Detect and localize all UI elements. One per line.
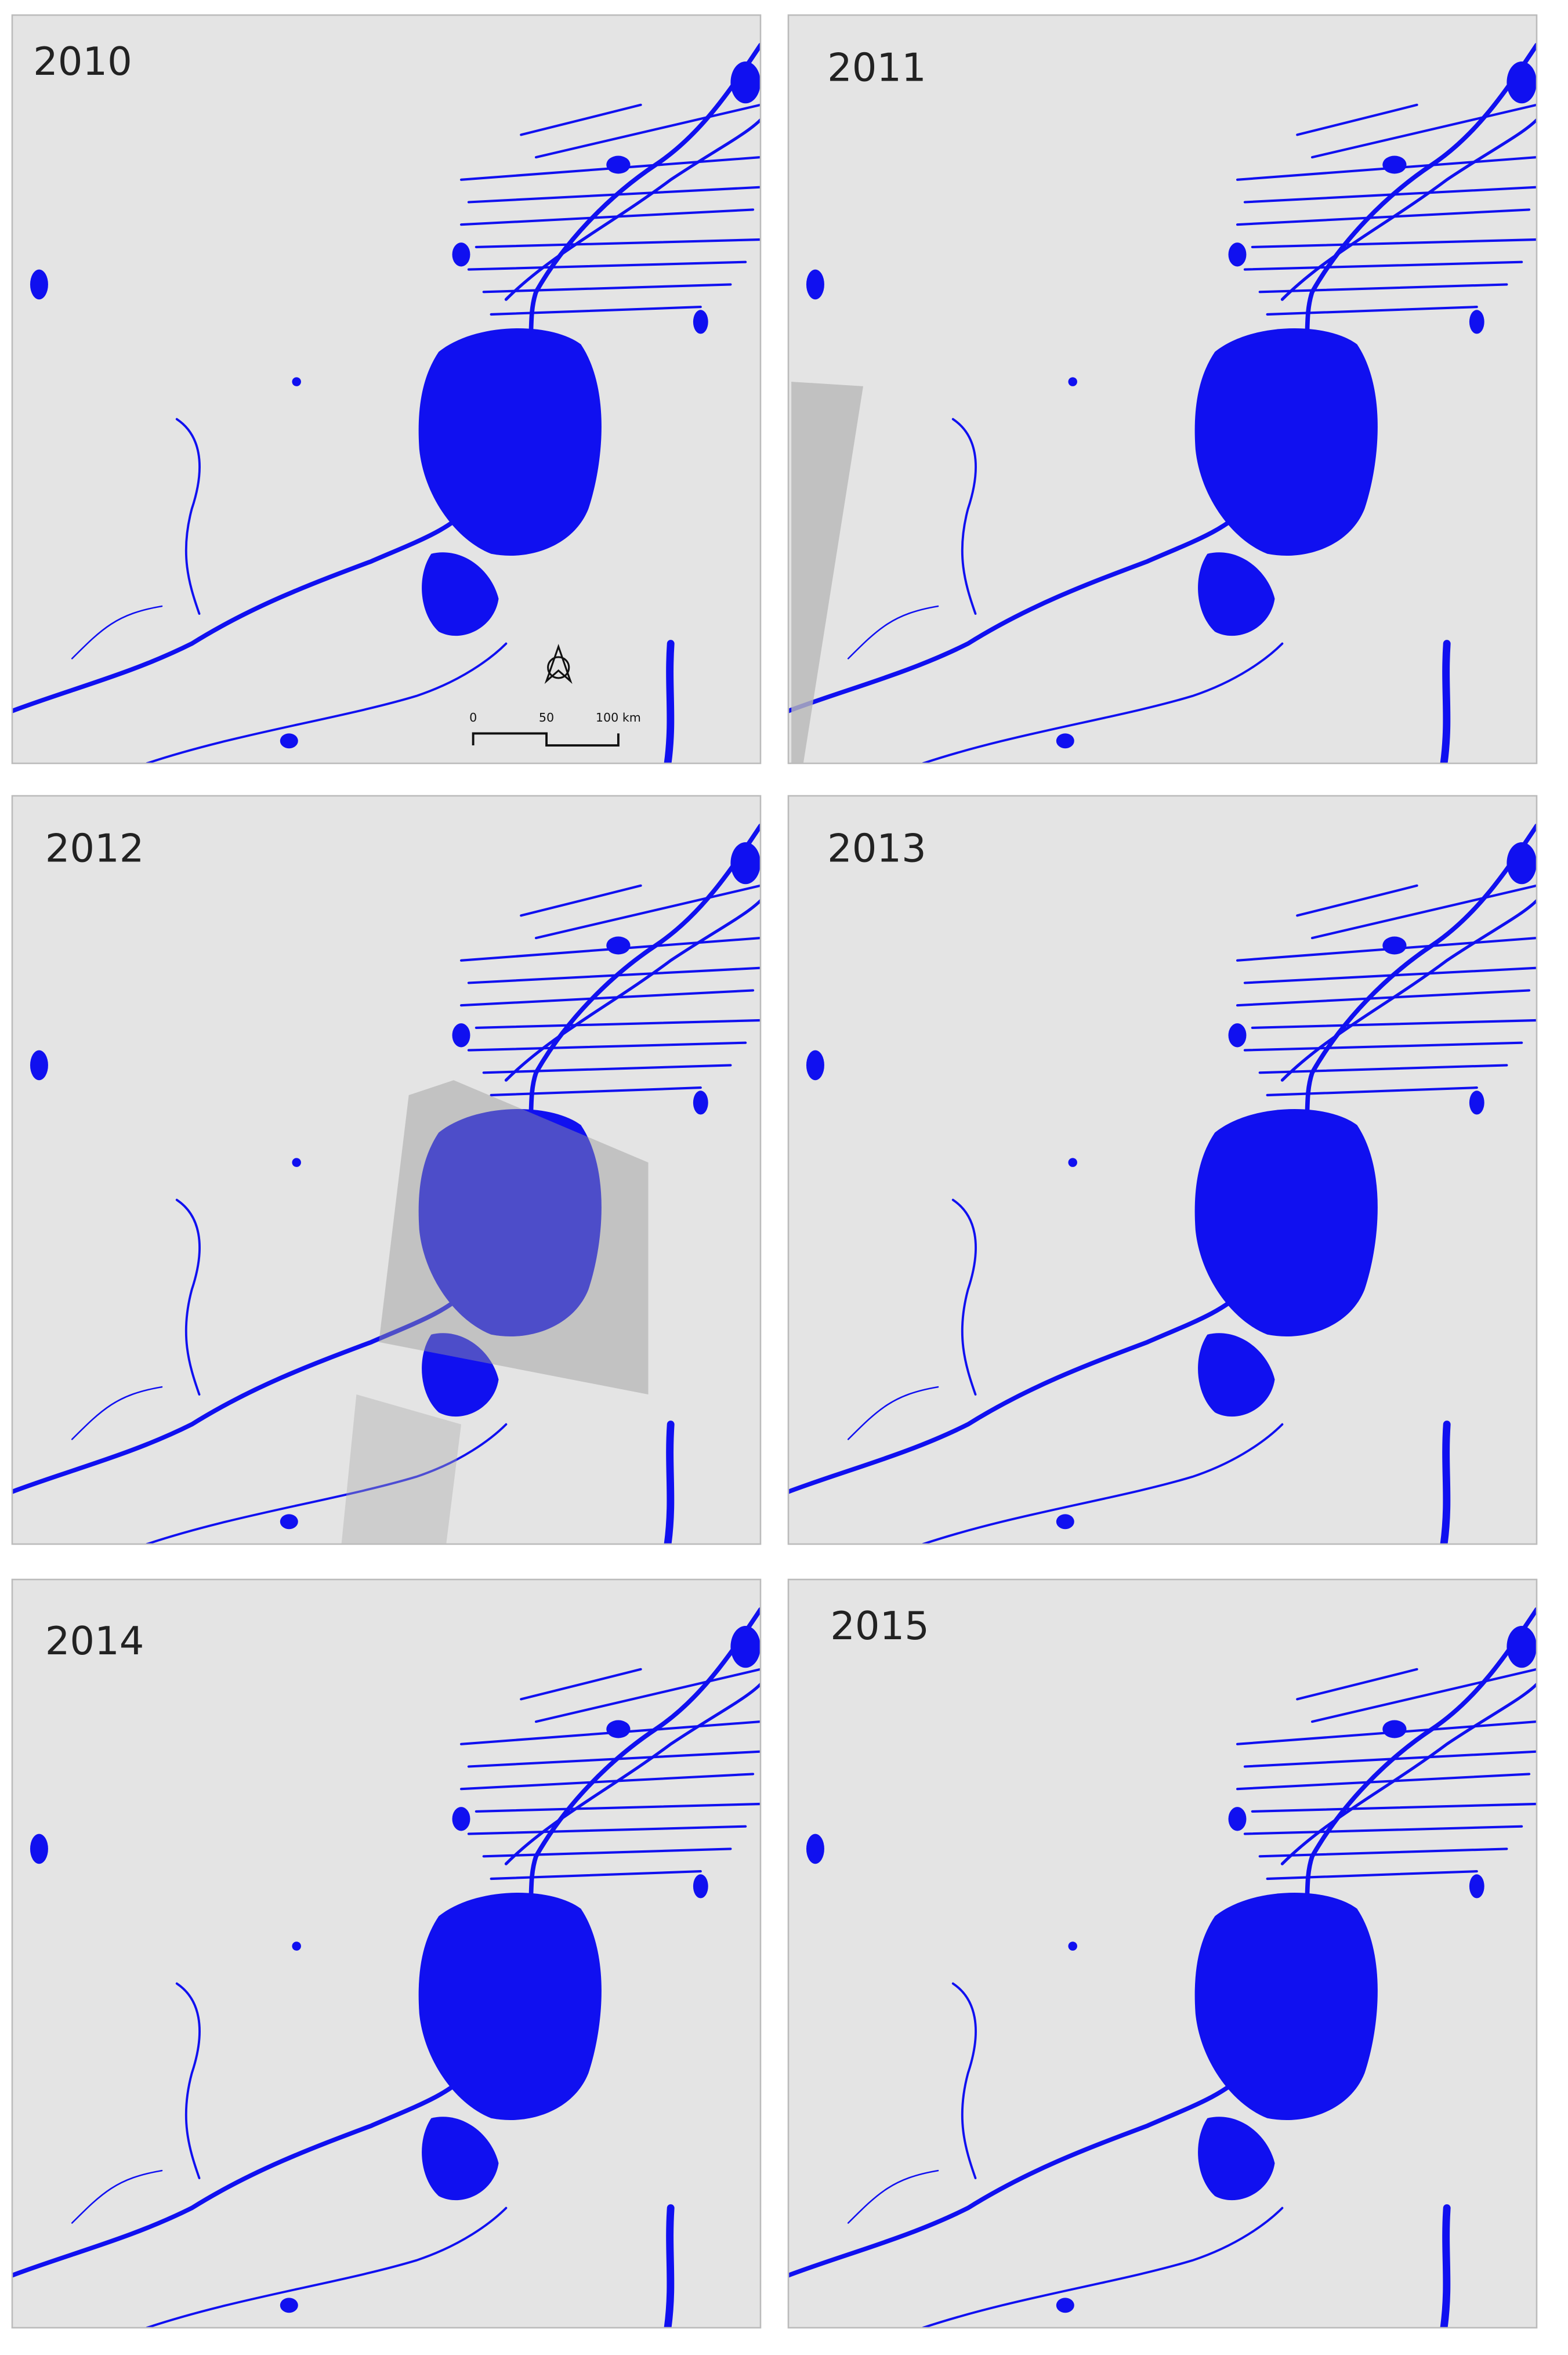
map-panel: 2014	[11, 1578, 762, 2329]
year-label: 2015	[830, 1603, 929, 1649]
year-label: 2014	[45, 1618, 144, 1664]
year-label: 2010	[33, 39, 132, 84]
map-panel: 2011	[787, 14, 1538, 765]
map-panel: 2015	[787, 1578, 1538, 2329]
map-panel: 2012	[11, 795, 762, 1545]
scale-label: 0	[469, 711, 477, 724]
year-label: 2011	[827, 45, 926, 90]
scale-bar	[472, 732, 620, 747]
scale-label: 50	[539, 711, 554, 724]
year-label: 2012	[45, 826, 144, 871]
year-label: 2013	[827, 826, 926, 871]
map-panel: 2010 0 50 100 km	[11, 14, 762, 765]
north-arrow	[544, 644, 573, 684]
map-panel: 2013	[787, 795, 1538, 1545]
scale-label: 100 km	[596, 711, 641, 724]
